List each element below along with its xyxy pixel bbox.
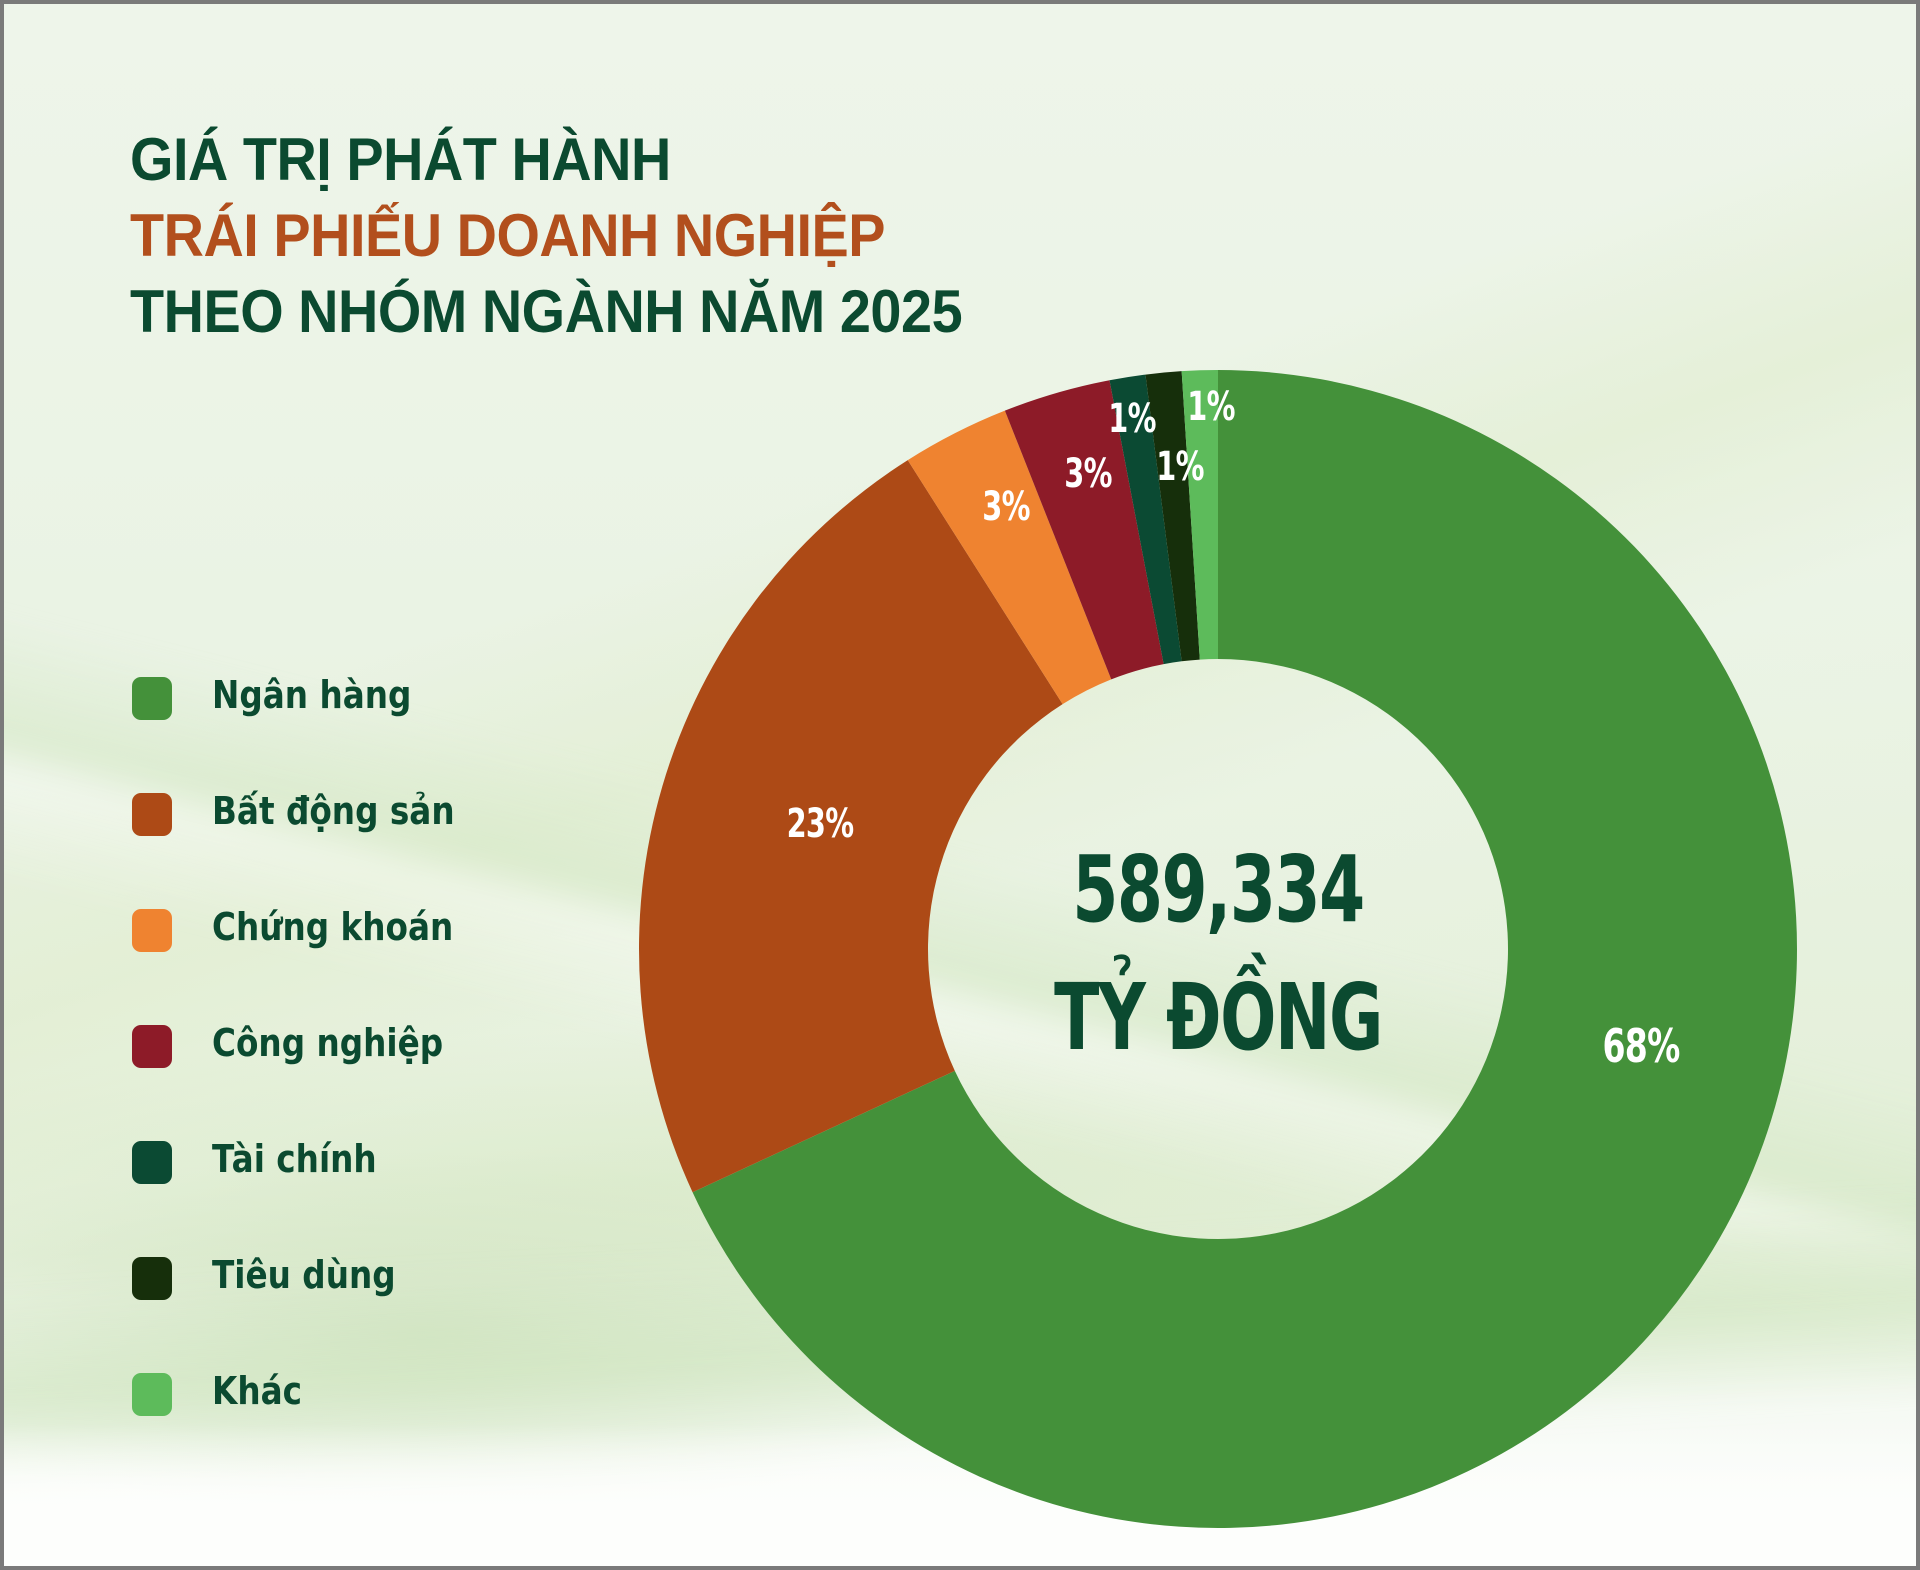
total-value: 589,334 — [1072, 836, 1365, 943]
slice-percent-label: 1% — [1108, 396, 1156, 442]
legend-label: Ngân hàng — [212, 673, 412, 717]
donut-chart: 68% 23% 3% 3% 1% 1% 1% 589,334 TỶ ĐỒNG — [4, 4, 1916, 1566]
title-line-1: GIÁ TRỊ PHÁT HÀNH — [130, 126, 671, 193]
chart-title: GIÁ TRỊ PHÁT HÀNH TRÁI PHIẾU DOANH NGHIỆ… — [130, 122, 1025, 350]
legend-label: Tài chính — [212, 1137, 377, 1181]
legend-label: Công nghiệp — [212, 1021, 444, 1065]
donut-center-total: 589,334 TỶ ĐỒNG — [990, 826, 1445, 1082]
donut-slice-1 — [638, 460, 1063, 1193]
legend-swatch-icon — [132, 793, 172, 836]
legend-label: Chứng khoán — [212, 905, 454, 949]
donut-chart-svg — [638, 370, 1798, 1528]
infographic-canvas: GIÁ TRỊ PHÁT HÀNH TRÁI PHIẾU DOANH NGHIỆ… — [4, 4, 1916, 1566]
title-line-2: TRÁI PHIẾU DOANH NGHIỆP — [130, 202, 886, 269]
slice-percent-label: 68% — [1602, 1019, 1680, 1073]
legend-swatch-icon — [132, 1373, 172, 1416]
legend-swatch-icon — [132, 677, 172, 720]
legend-swatch-icon — [132, 1141, 172, 1184]
total-unit: TỶ ĐỒNG — [1054, 964, 1383, 1071]
donut-slice-4 — [1109, 374, 1182, 665]
donut-slice-5 — [1145, 371, 1200, 662]
slice-percent-label: 1% — [1187, 384, 1235, 430]
slice-percent-label: 3% — [1064, 451, 1112, 497]
slice-percent-label: 1% — [1156, 444, 1204, 490]
legend-label: Bất động sản — [212, 789, 455, 833]
slice-percent-label: 3% — [982, 484, 1030, 530]
legend-swatch-icon — [132, 1257, 172, 1300]
slice-percent-label: 23% — [786, 801, 854, 847]
donut-slice-2 — [907, 410, 1112, 705]
legend-swatch-icon — [132, 1025, 172, 1068]
legend-swatch-icon — [132, 909, 172, 952]
donut-slice-3 — [1004, 380, 1164, 680]
title-line-3: THEO NHÓM NGÀNH NĂM 2025 — [130, 278, 963, 345]
legend-label: Khác — [212, 1369, 303, 1413]
donut-slice-0 — [692, 370, 1798, 1528]
legend-label: Tiêu dùng — [212, 1253, 396, 1297]
donut-slice-6 — [1181, 370, 1218, 660]
